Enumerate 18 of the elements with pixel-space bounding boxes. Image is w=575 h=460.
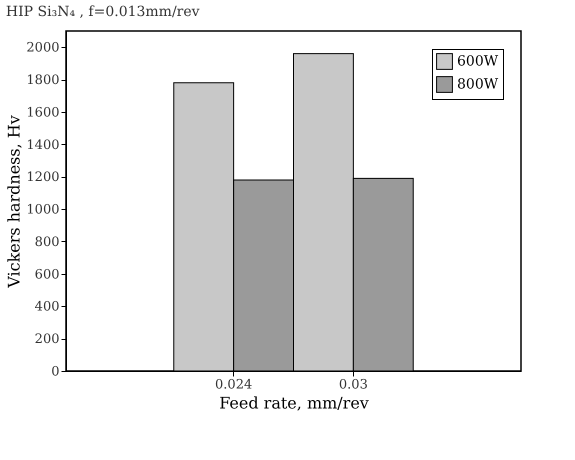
x-axis-title: Feed rate, mm/rev (219, 394, 369, 412)
y-axis-title: Vickers hardness, Hv (4, 115, 24, 289)
y-tick-label: 1600 (26, 105, 60, 120)
y-tick-label: 600 (34, 267, 60, 282)
y-tick-label: 1000 (26, 202, 60, 218)
chart-title: HIP Si₃N₄ , f=0.013mm/rev (6, 4, 200, 20)
y-tick-label: 800 (34, 234, 60, 250)
x-tick-label: 0.03 (338, 378, 368, 392)
legend-label: 800W (457, 76, 499, 92)
y-tick-label: 1400 (26, 138, 60, 153)
y-tick-label: 200 (34, 332, 60, 348)
x-tick-label: 0.024 (215, 378, 252, 392)
y-tick-label: 0 (51, 364, 60, 380)
y-tick-label: 2000 (26, 40, 60, 56)
y-tick-label: 1200 (26, 170, 60, 186)
legend-label: 600W (457, 54, 499, 70)
y-tick-label: 1800 (26, 73, 60, 88)
y-tick-label: 400 (34, 300, 60, 315)
